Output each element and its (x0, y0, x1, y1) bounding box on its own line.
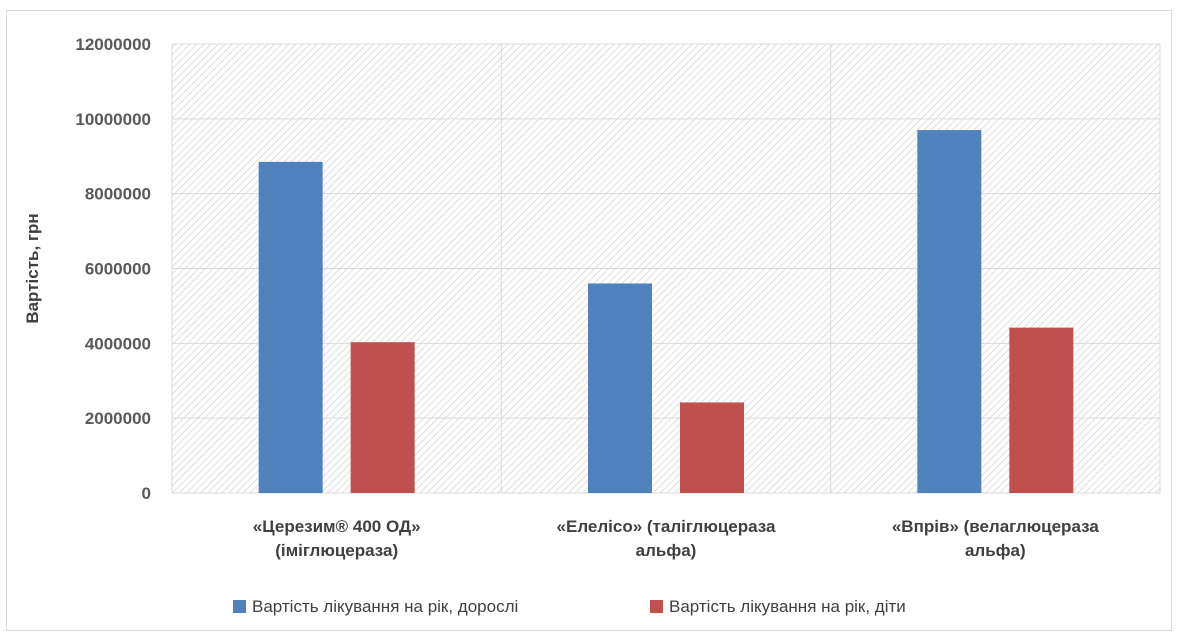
y-tick-label: 2000000 (85, 409, 151, 428)
y-tick-label: 6000000 (85, 260, 151, 279)
x-category-label: (іміглюцераза) (275, 541, 398, 560)
bar-series-2-category-3 (1009, 327, 1074, 493)
x-category-label: «Церезим® 400 ОД» (253, 517, 421, 536)
y-tick-label: 12000000 (75, 35, 151, 54)
bar-series-1-category-3 (917, 130, 982, 493)
legend-swatch-1 (233, 600, 246, 613)
x-category-label: «Впрів» (велаглюцераза (892, 517, 1099, 536)
y-tick-label: 10000000 (75, 110, 151, 129)
bar-series-1-category-1 (258, 161, 323, 494)
bar-series-1-category-2 (588, 283, 652, 493)
legend-label-2: Вартість лікування на рік, діти (669, 597, 906, 616)
bar-series-2-category-1 (350, 342, 415, 493)
y-axis-title: Вартість, грн (23, 213, 42, 323)
legend-label-1: Вартість лікування на рік, дорослі (252, 597, 518, 616)
x-category-label: альфа) (636, 541, 697, 560)
y-tick-label: 8000000 (85, 185, 151, 204)
legend-swatch-2 (650, 600, 663, 613)
x-category-label: альфа) (965, 541, 1026, 560)
x-category-label: «Елелісо» (таліглюцераза (557, 517, 776, 536)
y-tick-label: 0 (142, 484, 151, 503)
y-tick-label: 4000000 (85, 334, 151, 353)
bar-series-2-category-2 (680, 402, 744, 493)
